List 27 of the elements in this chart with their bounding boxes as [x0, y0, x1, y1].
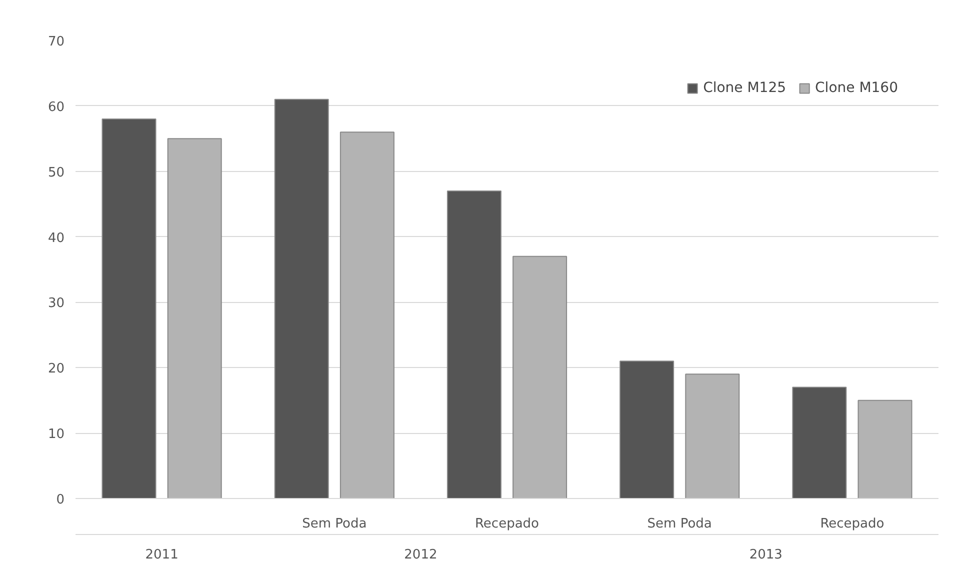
- x-tick-label: Sem Poda: [302, 516, 367, 532]
- bar: [858, 400, 912, 498]
- bar: [685, 374, 740, 498]
- bar: [340, 132, 394, 498]
- text: 2011: [145, 548, 178, 562]
- y-tick-label: 20: [48, 362, 65, 377]
- bar: [512, 256, 568, 498]
- bar: [102, 118, 156, 498]
- x-tick-label: Recepado: [474, 516, 540, 532]
- y-tick-label: 30: [48, 296, 65, 312]
- y-tick-label: 10: [48, 427, 65, 442]
- x-tick-label: Sem Poda: [647, 516, 712, 532]
- bar: [446, 190, 502, 498]
- bar: [620, 360, 674, 498]
- x-tick-label: Recepado: [820, 516, 884, 532]
- y-tick-label: 0: [56, 492, 65, 508]
- y-tick-label: 60: [48, 100, 65, 115]
- legend-label: Clone M160: [815, 80, 898, 96]
- legend-label: Clone M125: [703, 80, 786, 96]
- text: 2013: [749, 548, 782, 562]
- y-tick-label: 70: [48, 34, 65, 50]
- y-tick-label: 50: [48, 165, 65, 180]
- text: 2012: [404, 548, 438, 562]
- bar: [792, 386, 847, 498]
- bar: [167, 138, 222, 498]
- bar: [274, 98, 329, 498]
- y-tick-label: 40: [48, 230, 65, 246]
